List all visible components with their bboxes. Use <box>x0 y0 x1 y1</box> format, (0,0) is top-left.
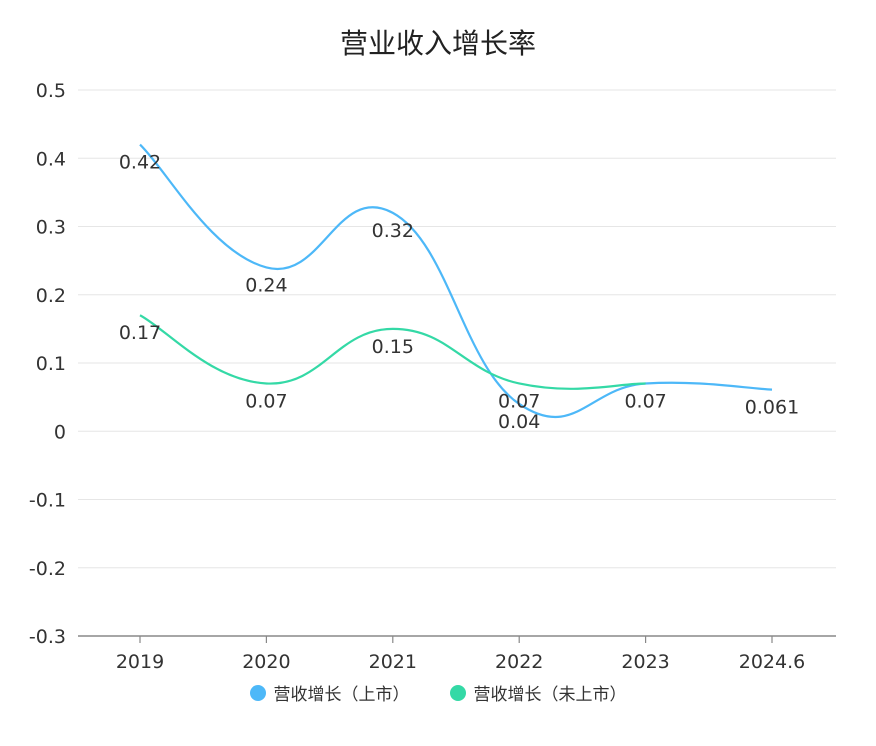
series-line-listed <box>139 143 773 418</box>
chart-title: 营业收入增长率 <box>339 27 536 60</box>
legend-label: 营收增长（未上市） <box>473 685 627 705</box>
y-tick-label: -0.1 <box>29 490 66 512</box>
x-tick-label: 2021 <box>369 651 417 673</box>
y-tick-label: -0.3 <box>29 626 66 648</box>
legend-item-listed[interactable]: 营收增长（上市） <box>249 680 410 705</box>
data-label: 0.17 <box>119 322 161 344</box>
y-tick-label: 0.4 <box>36 148 66 170</box>
y-tick-label: 0.5 <box>36 80 66 102</box>
y-tick-label: 0 <box>54 421 66 443</box>
data-label: 0.32 <box>372 220 414 242</box>
data-label: 0.15 <box>372 336 414 358</box>
y-tick-label: 0.2 <box>36 285 66 307</box>
data-label: 0.24 <box>245 274 287 296</box>
legend-label: 营收增长（上市） <box>273 685 410 705</box>
data-label: 0.07 <box>245 390 287 412</box>
legend-item-unlisted[interactable]: 营收增长（未上市） <box>449 680 627 705</box>
x-tick-label: 2023 <box>621 651 669 673</box>
data-label: 0.04 <box>498 411 540 433</box>
data-label: 0.07 <box>498 390 540 412</box>
data-label: 0.07 <box>624 390 666 412</box>
data-label: 0.061 <box>745 397 799 419</box>
y-tick-label: 0.1 <box>36 353 66 375</box>
x-tick-label: 2024.6 <box>739 651 805 673</box>
chart-legend: 营收增长（上市） 营收增长（未上市） <box>0 680 876 705</box>
series-line-unlisted <box>139 314 646 390</box>
y-tick-label: -0.2 <box>29 558 66 580</box>
x-tick-label: 2020 <box>242 651 290 673</box>
legend-dot-icon <box>449 684 466 701</box>
data-label: 0.42 <box>119 152 161 174</box>
x-tick-label: 2019 <box>116 651 164 673</box>
y-tick-label: 0.3 <box>36 217 66 239</box>
legend-dot-icon <box>249 684 266 701</box>
x-tick-label: 2022 <box>495 651 543 673</box>
